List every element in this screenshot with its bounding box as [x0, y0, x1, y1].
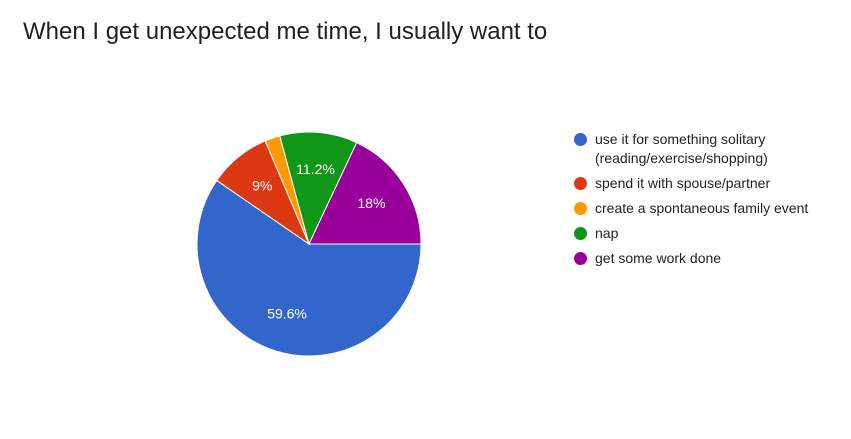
legend-item: spend it with spouse/partner	[574, 174, 844, 193]
legend-label: create a spontaneous family event	[595, 200, 809, 216]
slice-label: 18%	[357, 195, 385, 211]
legend: use it for something solitary (reading/e…	[574, 130, 844, 274]
legend-label: nap	[595, 225, 619, 241]
legend-swatch	[574, 177, 587, 190]
legend-item: nap	[574, 224, 844, 243]
slice-label: 9%	[252, 177, 272, 193]
legend-label: get some work done	[595, 250, 722, 266]
slice-label: 59.6%	[267, 305, 307, 321]
chart-title: When I get unexpected me time, I usually…	[23, 18, 548, 45]
legend-swatch	[574, 252, 587, 265]
pie-slice	[279, 131, 358, 246]
legend-swatch	[574, 133, 587, 146]
legend-swatch	[574, 202, 587, 215]
legend-label: use it for something solitary (reading/e…	[595, 131, 768, 166]
legend-item: create a spontaneous family event	[574, 199, 844, 218]
legend-label: spend it with spouse/partner	[595, 175, 771, 191]
slice-label: 11.2%	[296, 161, 335, 177]
legend-swatch	[574, 227, 587, 240]
pie-slice	[196, 179, 422, 357]
legend-item: get some work done	[574, 249, 844, 268]
legend-item: use it for something solitary (reading/e…	[574, 130, 844, 168]
pie-slice	[308, 141, 422, 245]
